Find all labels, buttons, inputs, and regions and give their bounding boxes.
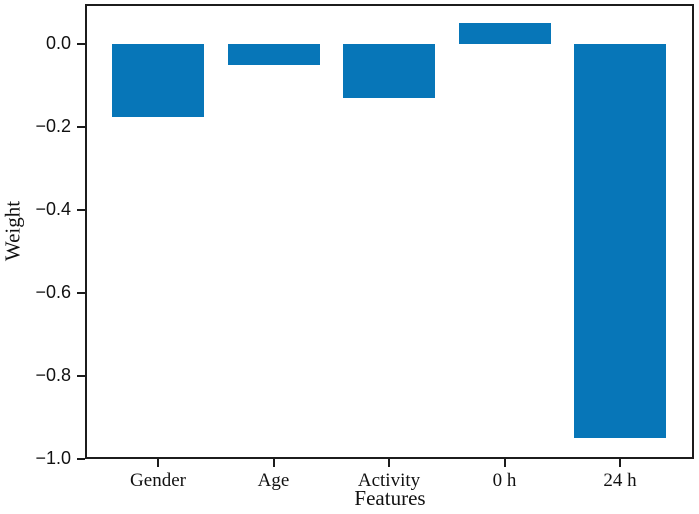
y-tick-label: 0.0 xyxy=(45,33,71,54)
x-tick-label: Activity xyxy=(357,470,421,491)
y-tick-label: −0.8 xyxy=(35,365,71,386)
x-axis-label: Features xyxy=(354,486,426,510)
y-tick-label: −0.6 xyxy=(35,282,71,303)
y-tick xyxy=(77,126,85,129)
bar-0-h xyxy=(458,23,551,45)
y-tick-label: −1.0 xyxy=(35,448,71,469)
bar-activity xyxy=(343,44,435,99)
bar-gender xyxy=(112,44,204,117)
x-tick-label: Age xyxy=(257,470,290,491)
x-tick-label: 24 h xyxy=(603,470,637,491)
y-tick xyxy=(77,209,85,212)
y-tick-label: −0.2 xyxy=(35,116,71,137)
y-axis-label: Weight xyxy=(0,200,25,262)
y-tick xyxy=(77,458,85,460)
y-tick xyxy=(77,292,85,295)
x-tick xyxy=(388,459,390,467)
x-tick-label: Gender xyxy=(130,470,186,491)
x-tick xyxy=(619,459,621,467)
bar-24-h xyxy=(574,44,666,439)
plot-area xyxy=(85,4,694,459)
x-tick xyxy=(272,459,275,467)
x-tick xyxy=(157,459,159,467)
y-tick-label: −0.4 xyxy=(35,199,71,220)
bar-age xyxy=(227,44,320,65)
y-tick xyxy=(77,375,85,378)
x-tick-label: 0 h xyxy=(492,470,517,491)
x-tick xyxy=(503,459,506,467)
y-tick xyxy=(77,43,85,46)
